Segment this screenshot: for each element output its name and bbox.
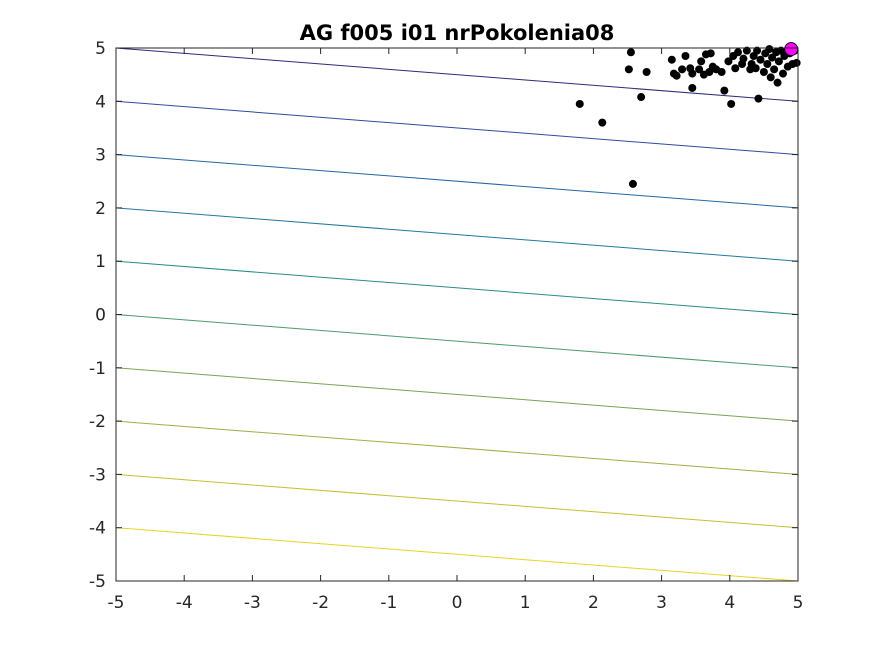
x-tick-label: 1: [520, 593, 531, 613]
population-point: [727, 100, 735, 108]
population-point: [697, 57, 705, 65]
contour-line: [116, 421, 798, 474]
population-point: [770, 65, 778, 73]
x-tick-label: 4: [724, 593, 735, 613]
x-tick-label: -5: [108, 593, 125, 613]
y-tick-label: -2: [89, 412, 106, 432]
population-point: [688, 70, 696, 78]
population-point: [793, 59, 801, 67]
y-tick-label: 5: [95, 39, 106, 59]
population-point: [756, 56, 764, 64]
population-point: [731, 64, 739, 72]
contour-line: [116, 474, 798, 527]
y-tick-label: -3: [89, 465, 106, 485]
x-tick-label: 0: [452, 593, 463, 613]
population-point: [760, 68, 768, 76]
y-tick-label: 4: [95, 92, 106, 112]
contour-line: [116, 368, 798, 421]
population-point: [718, 68, 726, 76]
chart-title: AG f005 i01 nrPokolenia08: [300, 21, 615, 45]
population-point: [779, 70, 787, 78]
contour-line: [116, 528, 798, 581]
population-point: [643, 68, 651, 76]
population-point: [765, 45, 773, 53]
x-tick-label: -3: [244, 593, 261, 613]
population-point: [681, 52, 689, 60]
contour-line: [116, 208, 798, 261]
population-point: [752, 64, 760, 72]
y-tick-label: -5: [89, 572, 106, 592]
population-point: [734, 48, 742, 56]
x-tick-label: 5: [793, 593, 804, 613]
population-point: [774, 79, 782, 87]
contour-lines: [116, 48, 798, 634]
population-point: [739, 55, 747, 63]
x-tick-label: -4: [176, 593, 193, 613]
population-point: [754, 95, 762, 103]
x-tick-label: 3: [656, 593, 667, 613]
population-point: [763, 60, 771, 68]
population-point: [707, 49, 715, 57]
population-point: [673, 72, 681, 80]
y-tick-label: 0: [95, 306, 106, 326]
x-tick-label: -1: [380, 593, 397, 613]
x-tick-label: -2: [312, 593, 329, 613]
y-tick-label: -4: [89, 519, 106, 539]
population-point: [625, 65, 633, 73]
population-point: [576, 100, 584, 108]
y-axis-ticks: -5 -4 -3 -2 -1 0 1 2 3 4 5: [89, 39, 798, 592]
x-axis-ticks: -5 -4 -3 -2 -1 0 1 2 3 4 5: [108, 48, 804, 613]
population-point: [637, 93, 645, 101]
population-point: [668, 56, 676, 64]
y-tick-label: -1: [89, 359, 106, 379]
contour-line: [116, 155, 798, 208]
best-point-marker: [785, 43, 798, 56]
population-point: [598, 119, 606, 127]
population-point: [720, 87, 728, 95]
y-tick-label: 2: [95, 199, 106, 219]
y-tick-label: 3: [95, 146, 106, 166]
contour-line: [116, 101, 798, 154]
population-point: [688, 84, 696, 92]
plot-area: [116, 43, 801, 635]
population-point: [629, 180, 637, 188]
population-point: [678, 65, 686, 73]
contour-line: [116, 261, 798, 314]
data-points: [576, 43, 801, 188]
y-tick-label: 1: [95, 252, 106, 272]
x-tick-label: 2: [588, 593, 599, 613]
contour-line: [116, 315, 798, 368]
population-point: [627, 48, 635, 56]
population-point: [767, 73, 775, 81]
